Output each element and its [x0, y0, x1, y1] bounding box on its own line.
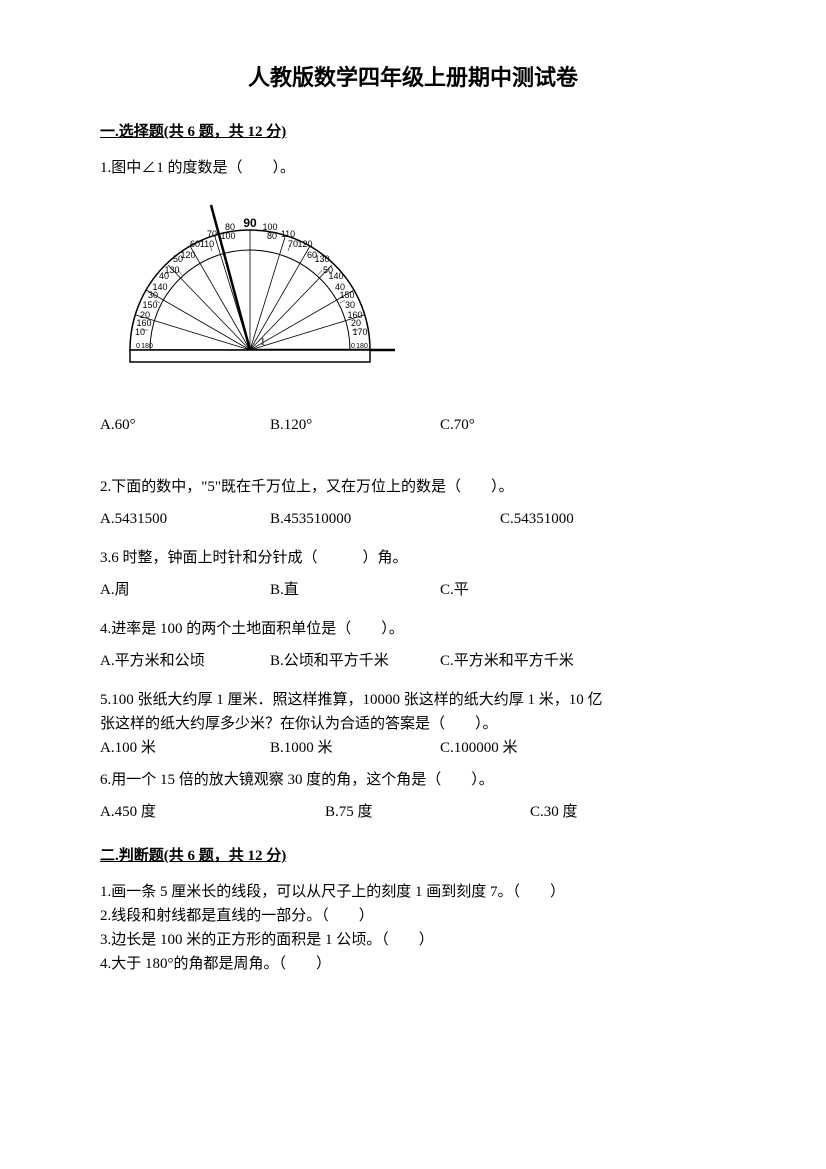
svg-text:50: 50 [323, 265, 333, 275]
svg-text:140: 140 [152, 282, 167, 292]
q6-optC: C.30 度 [530, 800, 680, 824]
q1-optC: C.70° [440, 413, 610, 437]
svg-text:80: 80 [267, 231, 277, 241]
s2-q4: 4.大于 180°的角都是周角。（ ） [100, 952, 726, 976]
svg-text:10: 10 [135, 327, 145, 337]
q1-optB: B.120° [270, 413, 440, 437]
svg-text:90: 90 [243, 216, 257, 230]
q6-optA: A.450 度 [100, 800, 325, 824]
svg-text:170: 170 [352, 327, 367, 337]
q3-optC: C.平 [440, 578, 610, 602]
svg-text:40: 40 [335, 282, 345, 292]
svg-text:30: 30 [345, 300, 355, 310]
section2-header: 二.判断题(共 6 题，共 12 分) [100, 844, 726, 868]
svg-text:130: 130 [164, 265, 179, 275]
q4-optB: B.公顷和平方千米 [270, 649, 440, 673]
q5-options: A.100 米 B.1000 米 C.100000 米 [100, 736, 726, 760]
q1-options: A.60° B.120° C.70° [100, 413, 726, 437]
q1-text: 1.图中∠1 的度数是（ ）。 [100, 156, 726, 180]
svg-text:110: 110 [281, 229, 295, 239]
svg-text:160: 160 [136, 318, 151, 328]
q4-text: 4.进率是 100 的两个土地面积单位是（ ）。 [100, 617, 726, 641]
q5-line2: 张这样的纸大约厚多少米？在你认为合适的答案是（ ）。 [100, 712, 726, 736]
q2-text: 2.下面的数中，"5"既在千万位上，又在万位上的数是（ ）。 [100, 475, 726, 499]
svg-text:150: 150 [142, 300, 157, 310]
q5-optA: A.100 米 [100, 736, 270, 760]
q6-optB: B.75 度 [325, 800, 530, 824]
q5-line1: 5.100 张纸大约厚 1 厘米．照这样推算，10000 张这样的纸大约厚 1 … [100, 688, 726, 712]
s2-q2: 2.线段和射线都是直线的一部分。（ ） [100, 904, 726, 928]
q4-optA: A.平方米和公顷 [100, 649, 270, 673]
svg-text:120: 120 [297, 239, 312, 249]
q5-optB: B.1000 米 [270, 736, 440, 760]
q4-optC: C.平方米和平方千米 [440, 649, 574, 673]
q3-optB: B.直 [270, 578, 440, 602]
section1-header: 一.选择题(共 6 题，共 12 分) [100, 120, 726, 144]
q3-optA: A.周 [100, 578, 270, 602]
svg-text:20: 20 [351, 318, 361, 328]
page-title: 人教版数学四年级上册期中测试卷 [100, 60, 726, 95]
s2-q1: 1.画一条 5 厘米长的线段，可以从尺子上的刻度 1 画到刻度 7。（ ） [100, 880, 726, 904]
q4-options: A.平方米和公顷 B.公顷和平方千米 C.平方米和平方千米 [100, 649, 726, 673]
svg-text:180: 180 [141, 343, 153, 350]
q6-text: 6.用一个 15 倍的放大镜观察 30 度的角，这个角是（ ）。 [100, 768, 726, 792]
q2-optC: C.54351000 [500, 507, 670, 531]
q2-options: A.5431500 B.453510000 C.54351000 [100, 507, 726, 531]
q5-optC: C.100000 米 [440, 736, 610, 760]
s2-q3: 3.边长是 100 米的正方形的面积是 1 公顷。（ ） [100, 928, 726, 952]
q1-optA: A.60° [100, 413, 270, 437]
protractor-figure: 90 80100 70110 60120 50130 40140 30150 2… [100, 195, 726, 383]
svg-text:0: 0 [136, 343, 140, 350]
svg-text:100: 100 [220, 231, 235, 241]
svg-text:60: 60 [307, 250, 317, 260]
q2-optA: A.5431500 [100, 507, 270, 531]
svg-text:70: 70 [288, 239, 298, 249]
q6-options: A.450 度 B.75 度 C.30 度 [100, 800, 726, 824]
q2-optB: B.453510000 [270, 507, 500, 531]
svg-text:1: 1 [260, 336, 266, 348]
q3-text: 3.6 时整，钟面上时针和分针成（ ）角。 [100, 546, 726, 570]
svg-text:110: 110 [200, 239, 214, 249]
q3-options: A.周 B.直 C.平 [100, 578, 726, 602]
svg-text:60: 60 [190, 239, 200, 249]
svg-text:70: 70 [207, 229, 217, 239]
svg-text:120: 120 [180, 250, 195, 260]
